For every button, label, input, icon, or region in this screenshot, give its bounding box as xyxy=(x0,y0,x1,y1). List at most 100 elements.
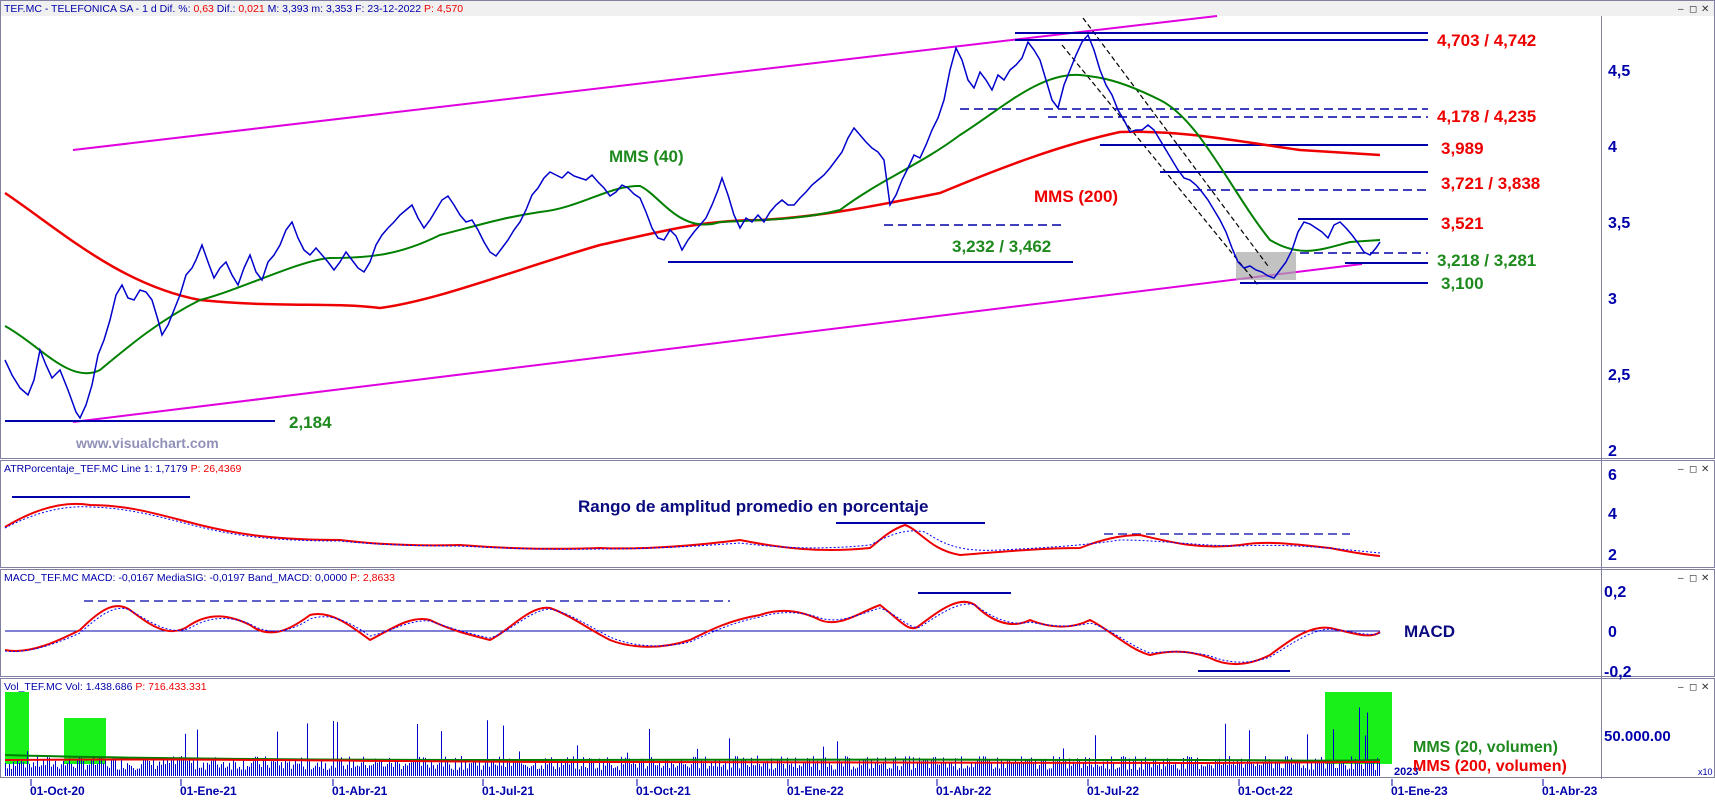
volume-bar xyxy=(573,756,574,776)
volume-bar xyxy=(271,761,272,776)
volume-bar xyxy=(27,751,28,776)
volume-bar xyxy=(559,767,560,776)
restore-icon[interactable]: ◻ xyxy=(1689,464,1697,475)
volume-bar xyxy=(101,757,102,776)
volume-bar xyxy=(569,764,570,776)
volume-bar xyxy=(1287,756,1288,776)
volume-bar xyxy=(1149,763,1150,776)
volume-bar xyxy=(309,761,310,776)
volume-bar xyxy=(897,765,898,776)
volume-bar xyxy=(1219,758,1220,776)
restore-icon[interactable]: ◻ xyxy=(1689,4,1697,15)
volume-bar xyxy=(1193,764,1194,776)
volume-bar xyxy=(891,768,892,776)
volume-bar xyxy=(295,759,296,776)
minimize-icon[interactable]: – xyxy=(1678,682,1684,693)
volume-bar xyxy=(1331,763,1332,776)
volume-bar xyxy=(225,767,226,776)
volume-bar xyxy=(1127,769,1128,776)
volume-bar xyxy=(551,757,552,776)
x-tick-label: 01-Oct-22 xyxy=(1238,784,1293,798)
close-icon[interactable]: ✕ xyxy=(1701,682,1709,693)
volume-bar xyxy=(991,763,992,776)
volume-bar xyxy=(1175,764,1176,776)
volume-bar xyxy=(583,757,584,776)
volume-bar xyxy=(401,769,402,776)
volume-bar xyxy=(541,765,542,776)
volume-bar xyxy=(667,759,668,776)
volume-bar xyxy=(51,766,52,776)
volume-bar xyxy=(485,759,486,776)
volume-bar xyxy=(893,758,894,776)
volume-bar xyxy=(825,757,826,776)
volume-bar xyxy=(257,756,258,776)
volume-bar xyxy=(537,769,538,776)
volume-bar xyxy=(1375,769,1376,776)
volume-bar xyxy=(771,758,772,776)
close-icon[interactable]: ✕ xyxy=(1701,573,1709,584)
volume-bar xyxy=(627,752,628,776)
volume-bar xyxy=(349,756,350,776)
volume-bar xyxy=(1309,769,1310,776)
volume-bar xyxy=(427,764,428,776)
minimize-icon[interactable]: – xyxy=(1678,573,1684,584)
volume-bar xyxy=(909,756,910,776)
volume-bar xyxy=(1227,764,1228,776)
volume-mms20-line xyxy=(4,754,1381,762)
volume-bar xyxy=(1119,767,1120,776)
minimize-icon[interactable]: – xyxy=(1678,4,1684,15)
volume-bar xyxy=(1009,760,1010,776)
volume-bar xyxy=(71,763,72,776)
restore-icon[interactable]: ◻ xyxy=(1689,573,1697,584)
volume-bar xyxy=(331,765,332,776)
volume-bar xyxy=(1081,768,1082,776)
volume-bar xyxy=(963,768,964,776)
volume-bar xyxy=(1183,757,1184,776)
volume-bar xyxy=(97,763,98,776)
volume-bar xyxy=(387,763,388,776)
volume-bar xyxy=(1011,763,1012,776)
volume-bar xyxy=(545,758,546,776)
volume-bar xyxy=(1091,764,1092,776)
y-tick-label: 2 xyxy=(1608,443,1617,460)
close-icon[interactable]: ✕ xyxy=(1701,464,1709,475)
volume-bar xyxy=(949,761,950,776)
volume-bar xyxy=(267,765,268,776)
restore-icon[interactable]: ◻ xyxy=(1689,682,1697,693)
volume-bar xyxy=(77,759,78,776)
volume-bar xyxy=(1267,762,1268,776)
volume-bar xyxy=(677,765,678,776)
volume-bar xyxy=(829,762,830,776)
volume-bar xyxy=(381,759,382,776)
volume-bar xyxy=(521,763,522,776)
volume-bar xyxy=(235,762,236,776)
volume-bar xyxy=(939,764,940,776)
volume-bar xyxy=(185,733,186,776)
volume-bar xyxy=(727,769,728,776)
volume-bar xyxy=(173,756,174,776)
volume-bar xyxy=(757,755,758,776)
volume-bar xyxy=(547,764,548,776)
volume-bar xyxy=(157,765,158,776)
volume-bar xyxy=(187,760,188,776)
volume-bar xyxy=(927,759,928,776)
volume-bar xyxy=(107,766,108,776)
volume-bar xyxy=(21,760,22,776)
volume-bar xyxy=(999,768,1000,776)
volume-bar xyxy=(887,769,888,776)
volume-bar xyxy=(361,762,362,776)
volume-bar xyxy=(1275,762,1276,776)
minimize-icon[interactable]: – xyxy=(1678,464,1684,475)
volume-bar xyxy=(283,768,284,776)
volume-bar xyxy=(795,757,796,776)
volume-bar xyxy=(1215,760,1216,776)
volume-bar xyxy=(1341,763,1342,776)
volume-bar xyxy=(449,764,450,776)
volume-bar xyxy=(1313,769,1314,776)
volume-bar xyxy=(713,766,714,776)
volume-bar xyxy=(975,761,976,776)
price-pane-static: www.visualchart.com MMS (40) MMS (200) 2… xyxy=(4,15,1540,451)
close-icon[interactable]: ✕ xyxy=(1701,4,1709,15)
y-tick-label: 0,2 xyxy=(1604,584,1626,601)
volume-bar xyxy=(311,769,312,776)
